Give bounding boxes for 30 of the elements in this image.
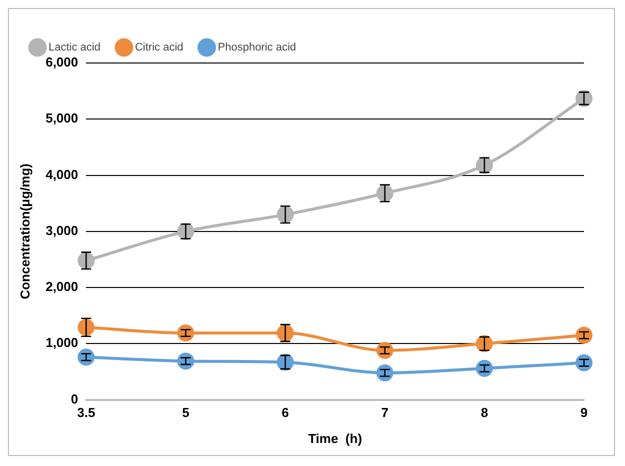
- x-tick-label: 5: [182, 405, 190, 420]
- y-axis-title: Concentration(μg/mg): [17, 164, 32, 300]
- point: [276, 354, 294, 371]
- x-tick-label: 3.5: [77, 405, 96, 420]
- point: [576, 326, 592, 344]
- y-tick-label: 4,000: [46, 166, 78, 182]
- x-axis-title: Time (h): [308, 430, 362, 446]
- legend-label: Phosphoric acid: [218, 42, 296, 54]
- point: [476, 360, 493, 377]
- point: [476, 156, 493, 174]
- y-tick-label: 2,000: [46, 279, 78, 294]
- y-tick-label: 5,000: [46, 110, 78, 126]
- legend-label: Lactic acid: [48, 42, 100, 54]
- x-tick-label: 6: [282, 405, 289, 420]
- y-tick-label: 1,000: [46, 335, 78, 350]
- y-tick-label: 6,000: [46, 54, 78, 70]
- point: [476, 335, 493, 352]
- point: [78, 348, 95, 366]
- point: [576, 354, 592, 372]
- point: [177, 222, 194, 240]
- x-tick-label: 7: [381, 405, 388, 420]
- x-tick-label: 9: [580, 405, 588, 420]
- y-tick-label: 3,000: [46, 222, 78, 238]
- point: [177, 352, 194, 370]
- legend-label: Citric acid: [134, 42, 184, 54]
- point: [376, 364, 394, 382]
- y-tick-label: 0: [70, 391, 78, 406]
- point: [376, 342, 394, 359]
- x-tick-label: 8: [480, 405, 488, 420]
- point: [177, 324, 194, 342]
